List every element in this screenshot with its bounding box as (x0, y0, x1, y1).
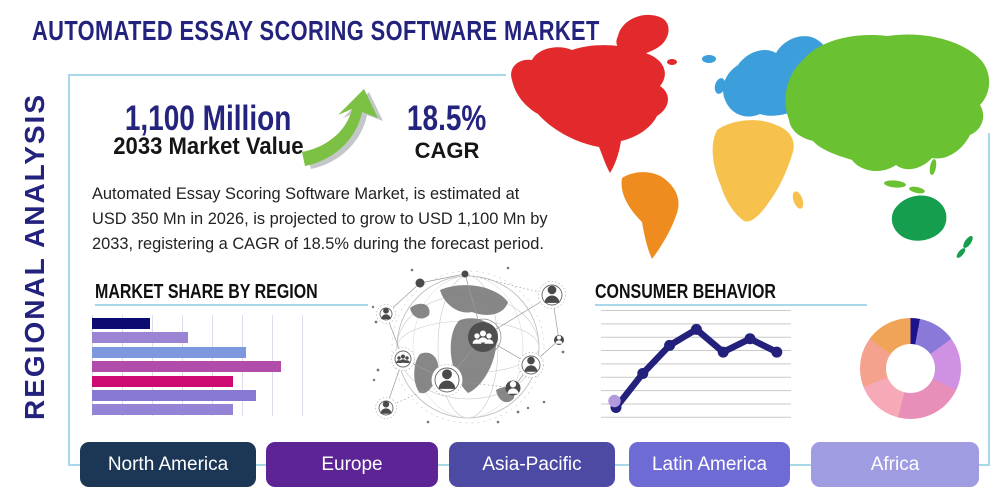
line-chart-start-highlight (608, 394, 621, 408)
consumer-behavior-line-chart (601, 310, 791, 418)
market-share-bar-chart (92, 315, 306, 418)
donut-hole (886, 344, 935, 393)
map-asia (785, 34, 990, 194)
cagr-caption: CAGR (414, 138, 480, 163)
region-button-asia-pacific[interactable]: Asia-Pacific (449, 442, 615, 487)
market-value-stat: 1,100 Million (124, 99, 292, 138)
market-share-section-title: MARKET SHARE BY REGION (95, 280, 318, 303)
market-share-bar-7 (92, 404, 234, 416)
region-button-africa[interactable]: Africa (811, 442, 979, 487)
region-donut-chart (860, 318, 961, 419)
line-chart-point-4 (690, 323, 702, 335)
market-share-bar-4 (92, 361, 282, 373)
map-south-america (621, 172, 679, 259)
side-label-regional-analysis: REGIONAL ANALYSIS (19, 92, 50, 420)
market-share-bar-6 (92, 390, 257, 401)
panel-border-right (988, 133, 990, 466)
page-title: AUTOMATED ESSAY SCORING SOFTWARE MARKET (32, 15, 600, 46)
consumer-behavior-section-title: CONSUMER BEHAVIOR (595, 280, 776, 303)
cagr-stat: 18.5% (407, 99, 487, 138)
globe-network-illustration (368, 262, 568, 434)
line-chart-point-7 (771, 346, 783, 358)
map-north-america (511, 14, 677, 173)
world-map-illustration (502, 2, 1000, 264)
bar-chart-gridline (302, 315, 303, 416)
line-chart-point-5 (717, 346, 729, 358)
market-description: Automated Essay Scoring Software Market,… (92, 185, 548, 254)
market-share-bar-1 (92, 318, 151, 329)
region-button-north-america[interactable]: North America (80, 442, 256, 487)
market-share-bar-2 (92, 332, 188, 344)
panel-border-left (68, 74, 70, 466)
region-button-europe[interactable]: Europe (266, 442, 438, 487)
map-africa (712, 120, 804, 222)
consumer-behavior-underline (595, 304, 867, 306)
map-oceania (891, 195, 973, 258)
market-share-underline (95, 304, 368, 306)
line-chart-point-2 (637, 367, 649, 379)
line-chart-point-6 (744, 333, 756, 345)
growth-arrow-icon (298, 84, 384, 172)
line-chart-point-3 (664, 339, 676, 351)
market-share-bar-3 (92, 346, 246, 358)
region-button-latin-america[interactable]: Latin America (629, 442, 790, 487)
market-value-caption: 2033 Market Value (112, 133, 304, 160)
market-share-bar-5 (92, 375, 234, 387)
panel-border-top (68, 74, 506, 76)
